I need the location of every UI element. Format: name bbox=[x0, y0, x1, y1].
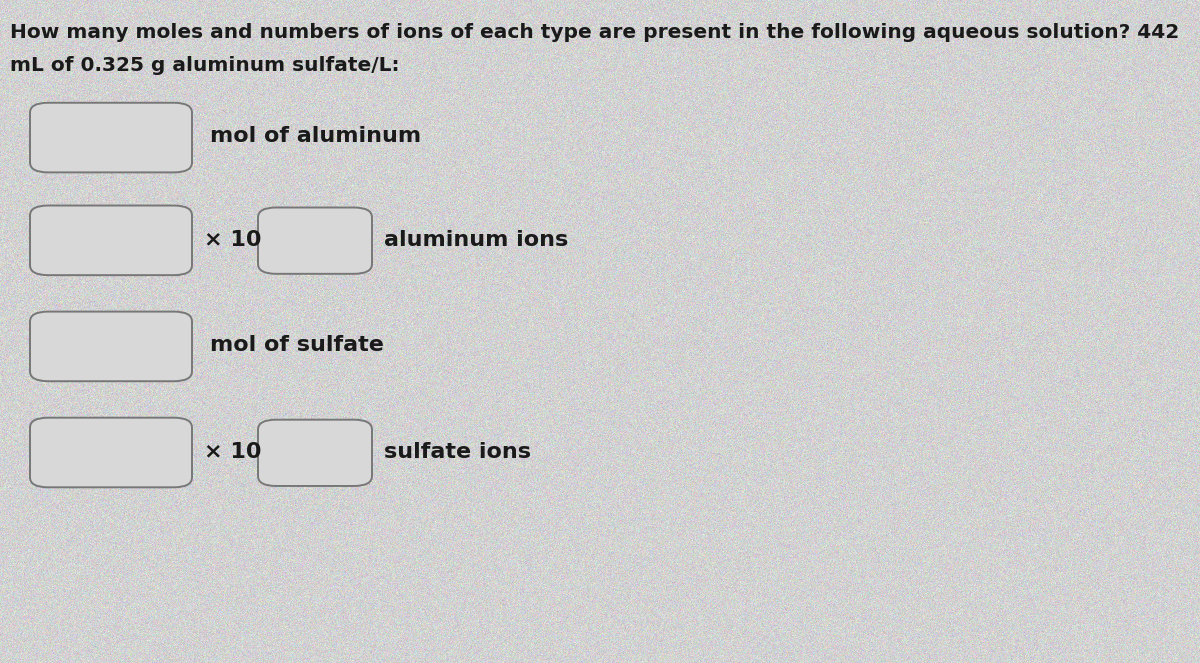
Text: sulfate ions: sulfate ions bbox=[384, 442, 530, 462]
FancyBboxPatch shape bbox=[30, 206, 192, 275]
FancyBboxPatch shape bbox=[30, 103, 192, 172]
Text: mL of 0.325 g aluminum sulfate/L:: mL of 0.325 g aluminum sulfate/L: bbox=[10, 56, 400, 76]
Text: aluminum ions: aluminum ions bbox=[384, 230, 569, 250]
Text: mol of sulfate: mol of sulfate bbox=[210, 335, 384, 355]
Text: × 10: × 10 bbox=[204, 230, 262, 250]
FancyBboxPatch shape bbox=[258, 208, 372, 274]
FancyBboxPatch shape bbox=[30, 312, 192, 381]
FancyBboxPatch shape bbox=[258, 420, 372, 486]
Text: × 10: × 10 bbox=[204, 442, 262, 462]
Text: mol of aluminum: mol of aluminum bbox=[210, 126, 421, 146]
FancyBboxPatch shape bbox=[30, 418, 192, 487]
Text: How many moles and numbers of ions of each type are present in the following aqu: How many moles and numbers of ions of ea… bbox=[10, 23, 1178, 42]
